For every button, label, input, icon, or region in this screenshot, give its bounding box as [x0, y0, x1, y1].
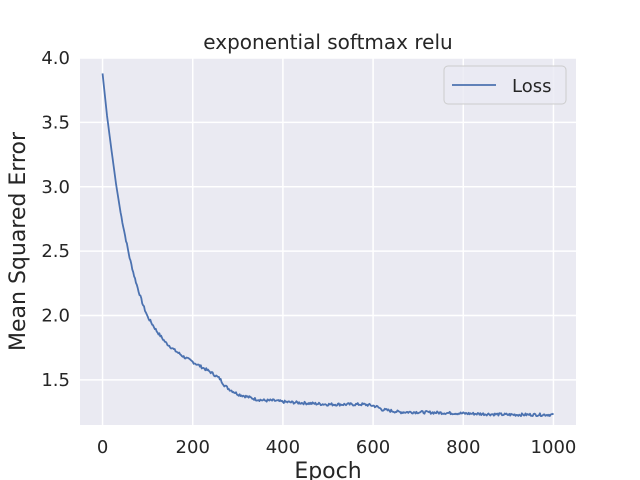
y-axis: 1.5 2.0 2.5 3.0 3.5 4.0 [41, 48, 70, 391]
x-tick-label: 0 [97, 437, 108, 458]
x-tick-label: 800 [446, 437, 480, 458]
legend-label-loss: Loss [512, 76, 551, 97]
grid [80, 57, 576, 425]
y-tick-label: 1.5 [41, 370, 70, 391]
x-tick-label: 400 [266, 437, 300, 458]
series-line-loss [101, 73, 555, 418]
chart-title: exponential softmax relu [203, 30, 452, 54]
x-axis-title: Epoch [294, 459, 361, 480]
x-axis: 0 200 400 600 800 1000 [97, 437, 577, 458]
plot-area [80, 58, 576, 425]
x-tick-label: 200 [176, 437, 210, 458]
legend-box [443, 65, 567, 105]
y-tick-label: 2.0 [41, 306, 70, 327]
y-tick-label: 3.0 [41, 177, 70, 198]
legend: Loss [443, 65, 567, 105]
x-tick-label: 1000 [531, 437, 577, 458]
y-tick-label: 2.5 [41, 241, 70, 262]
y-axis-title: Mean Squared Error [6, 131, 31, 351]
x-tick-label: 600 [356, 437, 390, 458]
series-group [101, 73, 555, 418]
y-tick-label: 3.5 [41, 112, 70, 133]
y-tick-label: 4.0 [41, 48, 70, 69]
